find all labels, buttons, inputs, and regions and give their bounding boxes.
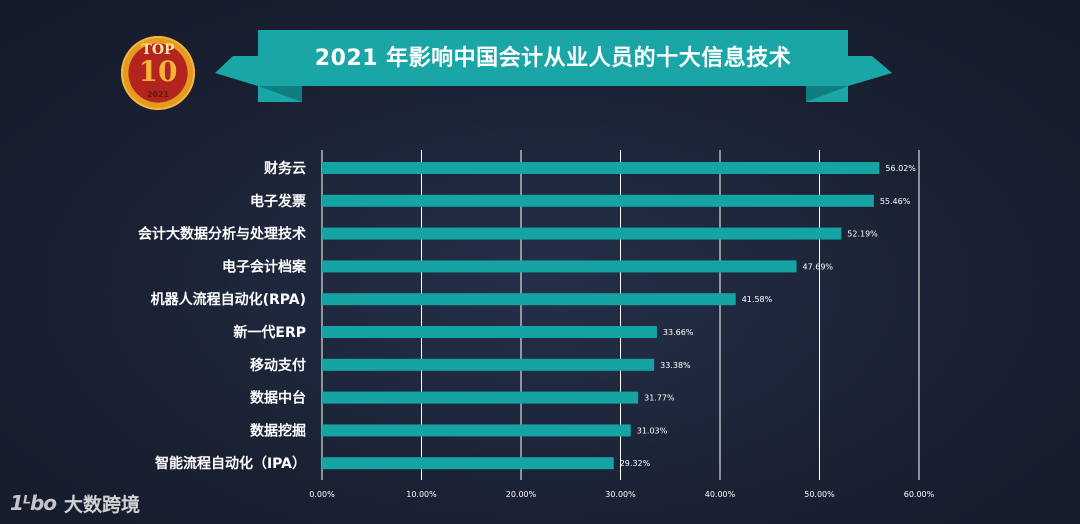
- title-banner: [215, 30, 892, 102]
- top10-badge-logo: TOP 10 2021: [121, 36, 195, 110]
- value-label: 33.66%: [663, 328, 694, 337]
- banner-right-fold: [806, 86, 848, 102]
- category-label: 数据挖掘: [250, 422, 306, 439]
- bar-7: [322, 391, 639, 404]
- x-tick-label: 40.00%: [705, 490, 736, 499]
- category-label: 会计大数据分析与处理技术: [138, 226, 306, 243]
- value-label: 55.46%: [880, 197, 911, 206]
- x-tick-label: 60.00%: [904, 490, 935, 499]
- value-label: 41.58%: [742, 295, 773, 304]
- category-label: 智能流程自动化（IPA）: [154, 455, 306, 472]
- bar-6: [322, 358, 655, 371]
- brand-name: 大数跨境: [64, 493, 141, 516]
- banner-left-fold: [258, 86, 302, 102]
- value-label: 31.77%: [644, 394, 675, 403]
- value-label: 56.02%: [885, 164, 916, 173]
- value-label: 52.19%: [847, 230, 878, 239]
- x-tick-label: 30.00%: [605, 490, 636, 499]
- x-tick-label: 0.00%: [309, 490, 335, 499]
- bar-1: [322, 194, 874, 207]
- value-label: 33.38%: [660, 361, 691, 370]
- x-tick-label: 10.00%: [406, 490, 437, 499]
- bar-3: [322, 260, 797, 273]
- brand-logo-icon: 1ᴸbo: [10, 491, 57, 515]
- x-tick-label: 20.00%: [506, 490, 537, 499]
- category-label: 机器人流程自动化(RPA): [151, 291, 306, 308]
- badge-main-text: 10: [138, 55, 178, 88]
- chart-bars: [322, 162, 880, 470]
- brand-watermark: 1ᴸbo 大数跨境: [10, 490, 140, 516]
- bar-9: [322, 457, 614, 470]
- value-label: 29.32%: [620, 459, 651, 468]
- category-label: 新一代ERP: [233, 324, 306, 341]
- x-tick-label: 50.00%: [804, 490, 835, 499]
- value-label: 31.03%: [637, 426, 668, 435]
- bar-5: [322, 326, 657, 338]
- bar-8: [322, 424, 631, 437]
- bar-2: [322, 227, 842, 240]
- bar-4: [322, 293, 736, 306]
- category-label: 数据中台: [250, 390, 306, 407]
- badge-year-text: 2021: [146, 90, 170, 99]
- badge-top-text: TOP: [141, 42, 175, 58]
- chart-labels: 0.00% 10.00% 20.00% 30.00% 40.00% 50.00% 60.00…: [138, 160, 935, 499]
- banner-main: [258, 30, 848, 86]
- category-label: 财务云: [263, 160, 306, 177]
- category-label: 电子发票: [250, 193, 306, 210]
- bar-0: [322, 162, 880, 174]
- page-title: 2021 年影响中国会计从业人员的十大信息技术: [314, 46, 792, 71]
- category-label: 电子会计档案: [222, 258, 307, 275]
- value-label: 47.69%: [803, 262, 834, 271]
- category-label: 移动支付: [250, 357, 306, 374]
